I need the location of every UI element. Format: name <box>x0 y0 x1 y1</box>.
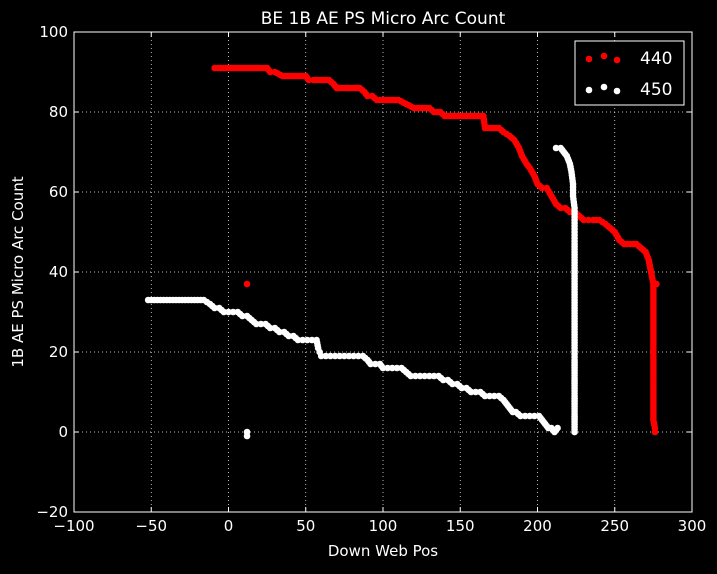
series-450-point <box>371 360 379 368</box>
legend-marker-450 <box>585 83 621 95</box>
series-440-point <box>305 76 313 84</box>
series-440-point <box>651 428 659 436</box>
x-tick-label: −50 <box>135 517 167 535</box>
legend: 440 450 <box>574 40 685 106</box>
x-tick-label: 250 <box>600 517 629 535</box>
legend-label-440: 440 <box>640 49 672 69</box>
series-450-point <box>393 364 401 372</box>
series-440-point <box>653 280 660 288</box>
series-450-point <box>554 424 561 432</box>
x-tick-label: 150 <box>446 517 475 535</box>
series-440-point <box>266 68 274 76</box>
legend-marker-dot <box>613 56 621 64</box>
axis-ticks: −100 −50 0 50 100 150 200 250 300 −20 0 20 40 60 80 100 <box>36 23 706 535</box>
series-450-point <box>407 372 415 380</box>
series-450-point <box>354 352 362 360</box>
series-450-point <box>350 352 357 360</box>
series-450-point <box>341 352 348 360</box>
series-450-point <box>490 392 498 400</box>
series-450-point <box>467 388 475 396</box>
series-450-point <box>336 352 344 360</box>
legend-marker-dot <box>613 87 621 95</box>
series-450-point <box>552 144 560 152</box>
series-450-point <box>531 412 538 420</box>
series-450-point <box>211 304 218 312</box>
y-tick-label: 60 <box>49 183 68 201</box>
series-440-point <box>585 216 592 224</box>
y-tick-label: 20 <box>49 343 68 361</box>
series-450-point <box>517 412 524 420</box>
series-450-point <box>426 372 433 380</box>
series-450-point <box>439 376 447 384</box>
y-tick-label: 40 <box>49 263 68 281</box>
legend-marker-dot <box>585 86 593 94</box>
legend-marker-dot <box>600 52 608 60</box>
series-450-point <box>225 308 232 316</box>
x-tick-label: −100 <box>53 517 94 535</box>
legend-box <box>574 40 685 106</box>
series-450-point <box>412 372 419 380</box>
legend-marker-440 <box>585 52 621 64</box>
series-450-point <box>486 392 493 400</box>
series-450-point <box>220 308 228 316</box>
series-450-point <box>303 336 311 344</box>
series-450-point <box>384 364 391 372</box>
series-450-point <box>526 412 534 420</box>
series-450-point <box>481 392 489 400</box>
series-450-point <box>317 352 325 360</box>
series-450-point <box>345 352 353 360</box>
series-450-point <box>229 308 237 316</box>
legend-marker-dot <box>585 55 593 63</box>
series-450-point <box>327 352 334 360</box>
series-440-point <box>538 184 546 192</box>
series-450-point <box>322 352 330 360</box>
legend-marker-dot <box>600 83 608 91</box>
x-tick-label: 50 <box>296 517 315 535</box>
series-450-point <box>257 320 265 328</box>
grid-lines <box>74 32 692 512</box>
series-450-point <box>299 336 306 344</box>
x-tick-label: 200 <box>523 517 552 535</box>
y-tick-label: −20 <box>36 503 68 521</box>
series-440-point <box>364 92 371 100</box>
x-tick-label: 0 <box>224 517 234 535</box>
y-tick-label: 100 <box>39 23 68 41</box>
series-450-point <box>430 372 438 380</box>
series-450-point <box>449 380 456 388</box>
series-450-point <box>331 352 339 360</box>
chart-title: BE 1B AE PS Micro Arc Count <box>261 9 506 29</box>
y-tick-label: 0 <box>58 423 68 441</box>
series-450-point <box>521 412 529 420</box>
series-450-point <box>294 336 302 344</box>
legend-label-450: 450 <box>640 80 672 100</box>
series-440-point <box>580 216 588 224</box>
y-tick-label: 80 <box>49 103 68 121</box>
series-450-point <box>421 372 429 380</box>
x-tick-label: 300 <box>678 517 707 535</box>
x-tick-label: 100 <box>369 517 398 535</box>
series-450-point <box>571 428 578 436</box>
data-points <box>144 64 660 440</box>
series-450-point <box>388 364 396 372</box>
series-450-point <box>266 324 274 332</box>
series-440-point <box>243 280 251 288</box>
series-450-point <box>276 328 283 336</box>
series-450-point <box>416 372 424 380</box>
series-450-point <box>308 336 316 344</box>
series-450-point <box>472 388 480 396</box>
x-axis-label: Down Web Pos <box>328 542 438 560</box>
series-450-point <box>239 312 246 320</box>
series-450-point <box>253 320 260 328</box>
series-450-point <box>458 384 466 392</box>
series-450-point <box>379 364 387 372</box>
series-440-point <box>557 204 564 212</box>
y-axis-label: 1B AE PS Micro Arc Count <box>9 176 27 367</box>
series-450-point <box>367 360 374 368</box>
series-450-point <box>285 332 293 340</box>
series-450-point <box>243 432 251 440</box>
